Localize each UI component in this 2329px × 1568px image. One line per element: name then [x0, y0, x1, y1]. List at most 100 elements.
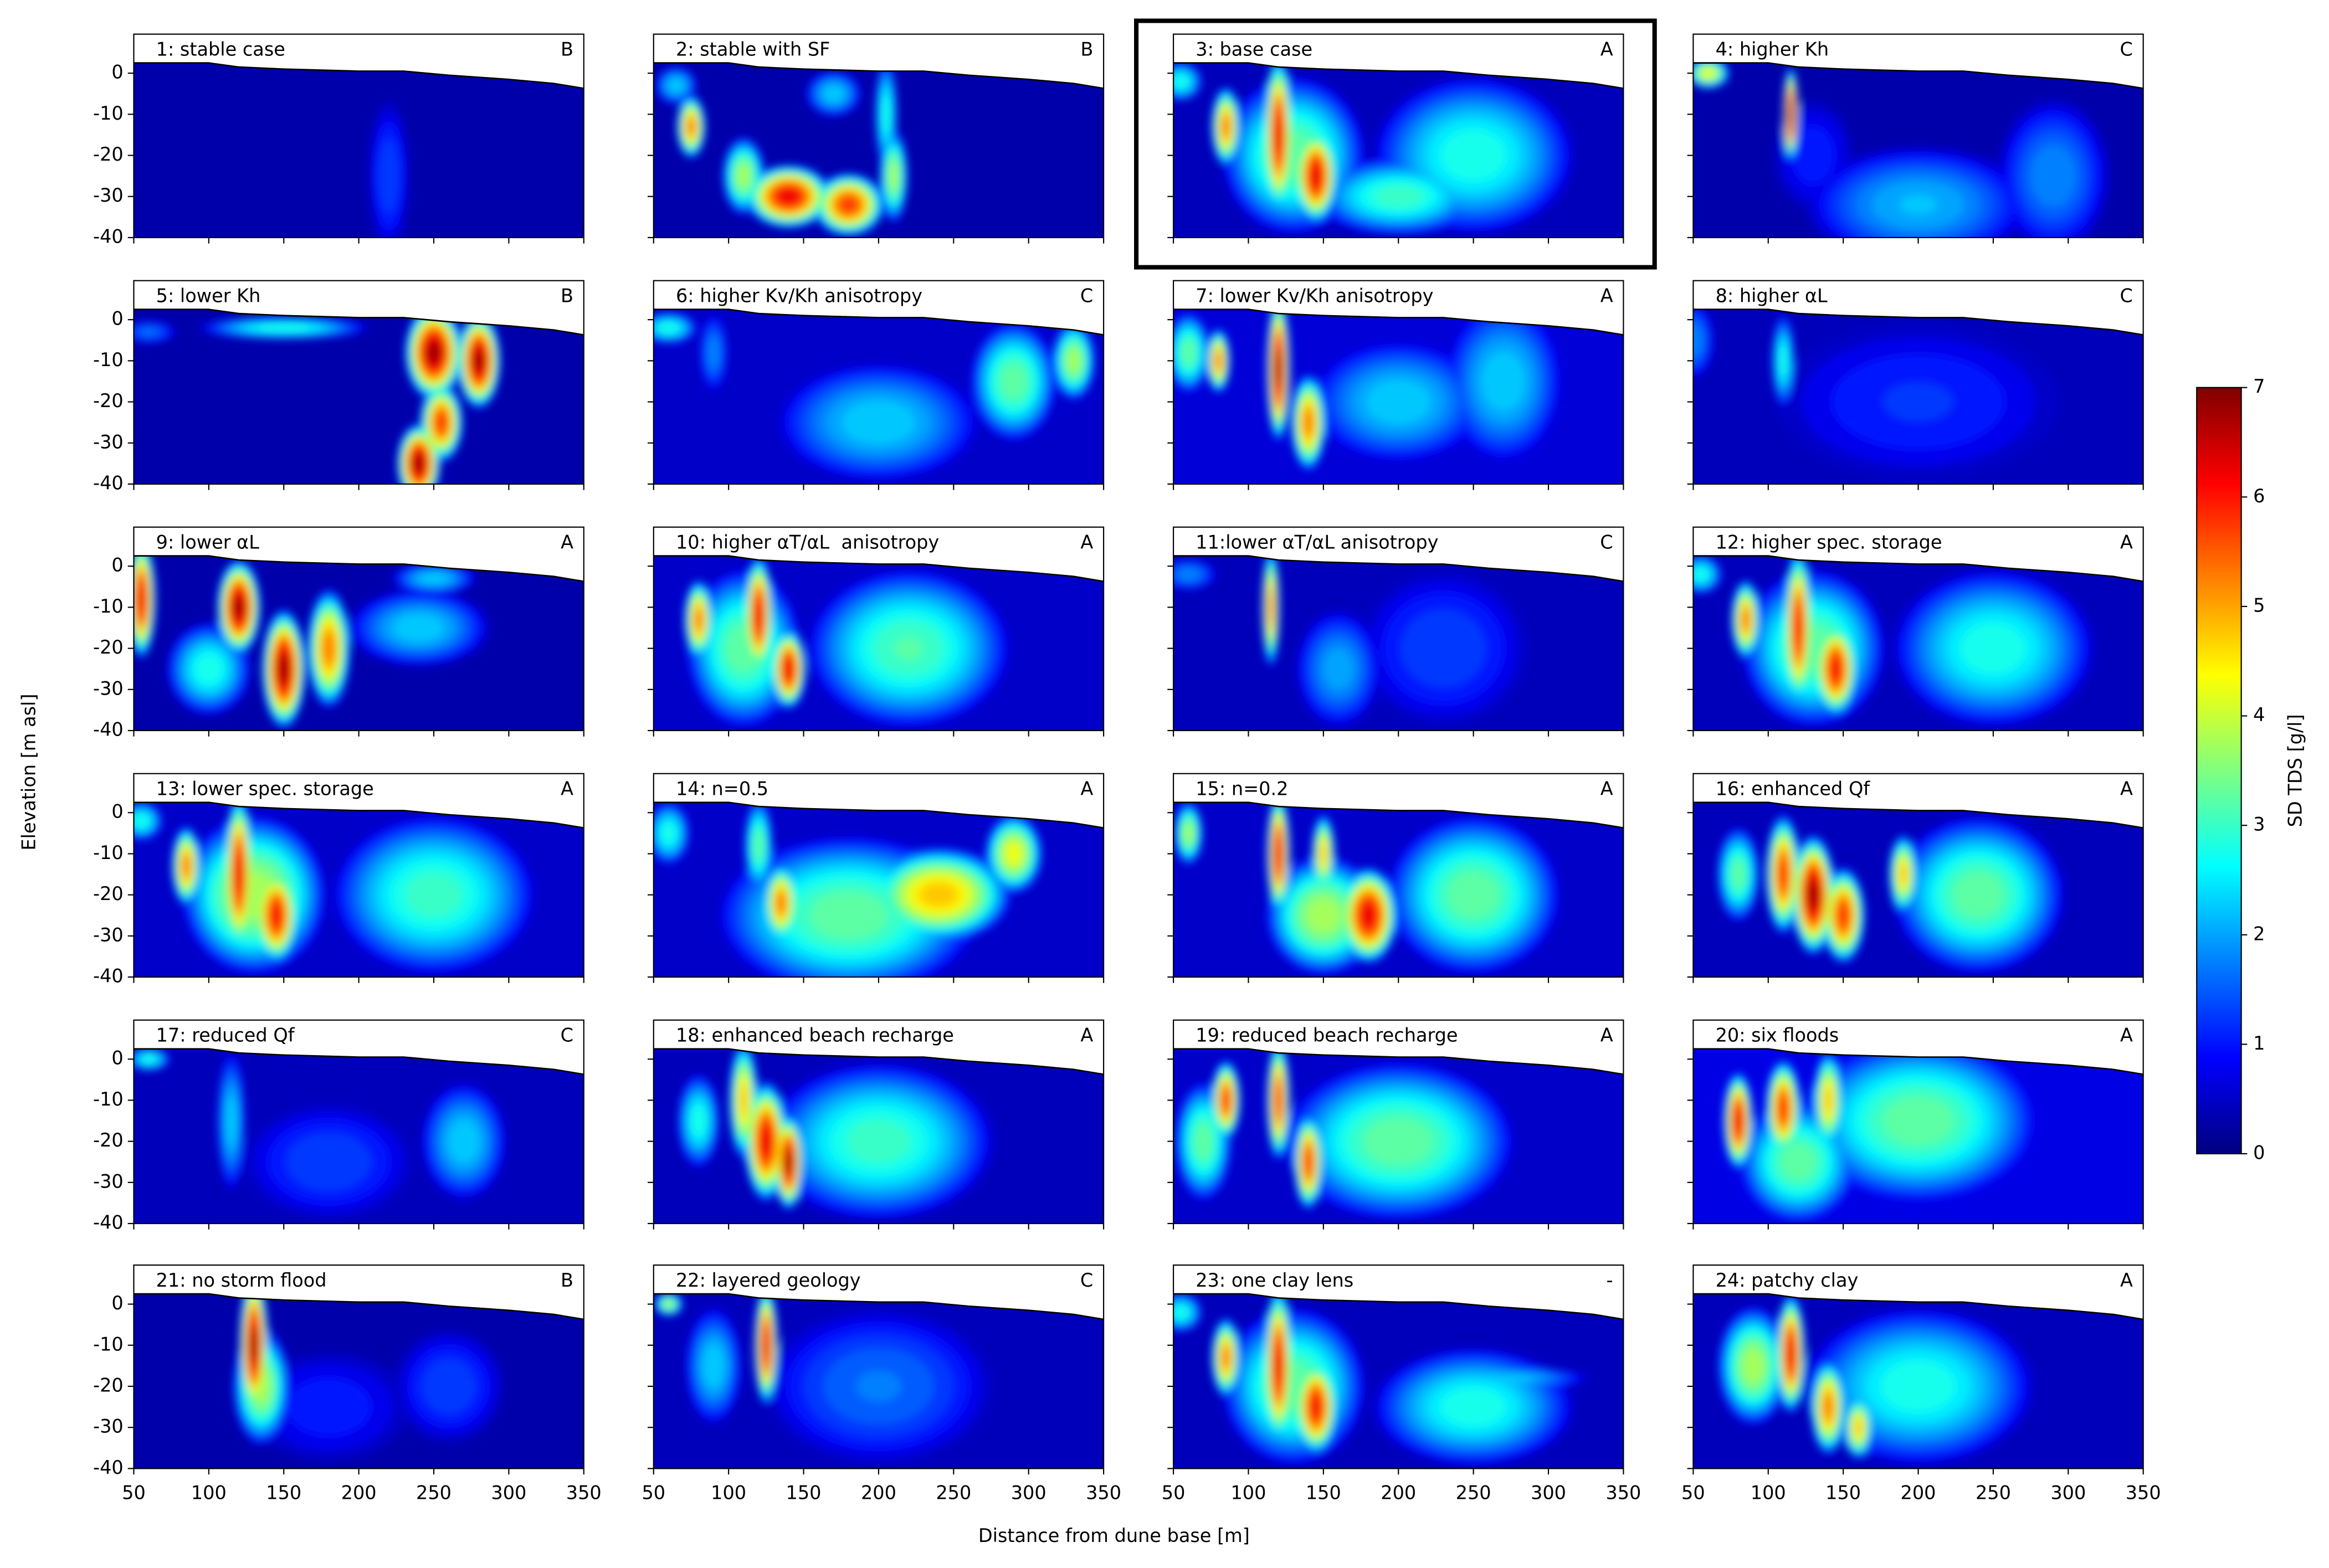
x-tick-label: 50 — [122, 1482, 146, 1503]
dune-surface — [1173, 1048, 1624, 1076]
dune-surface — [1173, 309, 1624, 336]
tds-blob — [1694, 568, 1708, 581]
tds-blob — [755, 603, 762, 628]
field — [653, 556, 1104, 731]
tds-blob — [1176, 568, 1201, 581]
x-tick-label: 150 — [266, 1482, 301, 1503]
x-tick-label: 250 — [1456, 1482, 1491, 1503]
tds-blob — [226, 1095, 237, 1147]
tds-blob — [921, 883, 957, 907]
tds-blob — [1174, 1305, 1188, 1319]
tds-blob — [1779, 861, 1787, 888]
y-tick-label: -40 — [93, 1212, 124, 1233]
x-tick-label: 350 — [2126, 1482, 2161, 1503]
field-blobs — [1173, 1294, 1592, 1468]
tds-blob — [1215, 353, 1222, 368]
tds-blob — [1440, 1387, 1506, 1426]
y-tick-label: -30 — [93, 431, 124, 453]
y-axis-label: Elevation [m asl] — [18, 694, 39, 851]
tds-blob — [393, 614, 444, 642]
x-tick-label: 100 — [191, 1482, 227, 1503]
tds-blob — [1307, 898, 1340, 932]
dune-surface — [653, 1048, 1104, 1076]
dune-surface — [1693, 62, 2143, 89]
x-tick-label: 100 — [711, 1482, 746, 1503]
field-blobs — [1693, 556, 2096, 729]
tds-blob — [428, 343, 440, 362]
dune-surface — [653, 62, 1104, 89]
colorbar-tick-label: 7 — [2253, 376, 2265, 397]
field — [1693, 802, 2143, 978]
tds-blob — [1961, 623, 2026, 674]
panel-title: 21: no storm flood — [156, 1269, 327, 1291]
field — [1173, 802, 1624, 978]
colorbar-tick-label: 4 — [2253, 704, 2265, 726]
y-tick-label: 0 — [111, 308, 123, 330]
tds-blob — [691, 1105, 706, 1137]
tds-blob — [1779, 1097, 1787, 1119]
y-tick-label: -30 — [93, 184, 124, 206]
tds-blob — [1182, 340, 1196, 365]
tds-blob — [1854, 1420, 1862, 1436]
tds-blob — [661, 822, 676, 844]
tds-blob — [405, 872, 463, 918]
field-blobs — [653, 802, 1043, 978]
tds-blob — [1952, 871, 2004, 918]
field — [1173, 63, 1624, 238]
x-tick-label: 100 — [1230, 1482, 1266, 1503]
tds-blob — [1742, 610, 1750, 629]
tds-blob — [143, 330, 155, 335]
tds-blob — [1001, 363, 1027, 399]
tds-blob — [286, 1132, 372, 1191]
field — [1173, 1048, 1624, 1224]
panel-grade: C — [561, 1025, 573, 1046]
field-blobs — [1693, 309, 2060, 480]
dune-surface — [653, 555, 1104, 582]
tds-blob — [1276, 354, 1281, 384]
tds-blob — [786, 1152, 792, 1172]
field-blobs — [653, 312, 1096, 480]
colorbar-tick-label: 2 — [2253, 923, 2265, 944]
tds-blob — [1323, 648, 1354, 690]
field-blobs — [134, 1048, 508, 1221]
panel-title: 10: higher αT/αL anisotropy — [676, 532, 939, 553]
field-blobs — [1716, 1294, 2036, 1467]
panel-grade: A — [2120, 778, 2133, 800]
x-tick-label: 150 — [1306, 1482, 1341, 1503]
panel-title: 8: higher αL — [1716, 285, 1828, 307]
y-tick-label: -30 — [93, 677, 124, 699]
tds-blob — [1401, 609, 1486, 688]
panel-title: 13: lower spec. storage — [156, 778, 374, 800]
tds-blob — [1374, 185, 1423, 208]
tds-blob — [1276, 841, 1281, 867]
tds-blob — [703, 1344, 724, 1387]
x-tick-label: 350 — [566, 1482, 602, 1503]
tds-blob — [1472, 1374, 1535, 1382]
tds-blob — [324, 635, 334, 662]
panel-title: 12: higher spec. storage — [1716, 532, 1942, 553]
panel-grade: A — [2120, 532, 2133, 553]
tds-blob — [421, 1358, 476, 1415]
tds-blob — [847, 1119, 911, 1164]
tds-blob — [1732, 860, 1745, 888]
tds-blob — [1275, 118, 1282, 152]
field — [134, 63, 584, 238]
tds-blob — [1320, 844, 1326, 863]
dune-surface — [1173, 801, 1624, 829]
x-tick-label: 300 — [491, 1482, 526, 1503]
dune-surface — [1693, 555, 2143, 582]
field — [1173, 1294, 1624, 1469]
field-blobs — [1173, 309, 1561, 471]
tds-blob — [279, 657, 289, 681]
tds-blob — [1792, 126, 1835, 185]
dune-surface — [1173, 62, 1624, 89]
tds-blob — [1276, 1087, 1281, 1114]
tds-blob — [737, 165, 750, 187]
dune-surface — [1173, 555, 1624, 582]
y-tick-label: -30 — [93, 1416, 124, 1437]
panel-grade: A — [561, 778, 573, 800]
panel-grade: C — [2120, 285, 2133, 307]
field-blobs — [1173, 63, 1577, 237]
x-tick-label: 200 — [341, 1482, 377, 1503]
panel-grade: A — [2120, 1269, 2133, 1291]
